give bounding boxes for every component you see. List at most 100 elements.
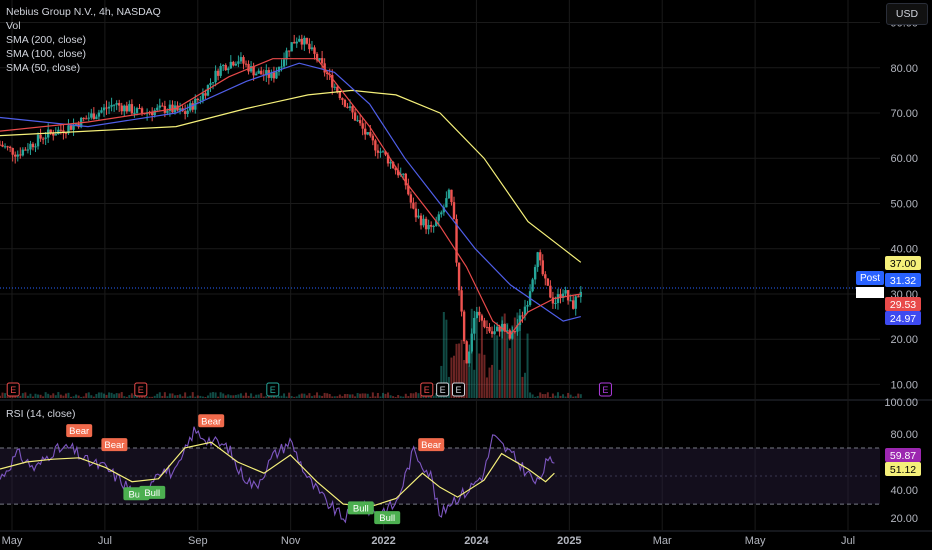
- candle-body: [506, 330, 509, 332]
- volume-bar: [579, 394, 582, 398]
- indicator-sma-50[interactable]: SMA (50, close): [6, 62, 81, 74]
- price-scale-labels: 37.00 31.32 29.53 24.97 Post 59.87 51.12: [856, 256, 921, 476]
- candle-body: [247, 63, 250, 72]
- volume-bar: [491, 364, 494, 398]
- candle-body: [376, 150, 380, 153]
- volume-bar: [412, 393, 415, 398]
- earnings-marker-label: E: [602, 385, 608, 395]
- candle-body: [531, 279, 534, 292]
- volume-bar: [133, 395, 136, 398]
- candle-body: [308, 43, 311, 50]
- volume-bar: [54, 395, 57, 398]
- candle-body: [417, 215, 420, 218]
- volume-bar: [397, 394, 400, 398]
- candle-body: [229, 61, 232, 69]
- indicator-sma-100[interactable]: SMA (100, close): [6, 48, 86, 60]
- earnings-marker[interactable]: E: [436, 382, 450, 397]
- candle-body: [577, 296, 580, 298]
- post-tag[interactable]: Post: [856, 271, 884, 298]
- volume-bar: [100, 392, 103, 398]
- currency-button[interactable]: USD: [886, 3, 928, 25]
- volume-bar: [503, 313, 506, 398]
- axes: 10.0020.0030.0040.0050.0060.0070.0080.00…: [2, 18, 918, 547]
- earnings-marker[interactable]: E: [598, 382, 612, 397]
- rsi-tick-label: 100.00: [884, 397, 918, 409]
- candle-body: [24, 149, 27, 151]
- symbol-title[interactable]: Nebius Group N.V., 4h, NASDAQ: [6, 6, 161, 18]
- candle-body: [249, 66, 253, 72]
- candle-body: [303, 37, 306, 45]
- volume-bar: [422, 396, 425, 398]
- volume-bar: [521, 376, 524, 398]
- time-tick-label: 2024: [464, 535, 489, 547]
- candle-body: [11, 148, 14, 155]
- earnings-marker-label: E: [10, 385, 16, 395]
- volume-bar: [234, 394, 237, 398]
- candle-body: [8, 146, 12, 149]
- volume-bar: [257, 394, 260, 398]
- bull-divergence-label: Bull: [374, 511, 401, 525]
- candle-body: [447, 189, 451, 199]
- candle-body: [0, 144, 2, 146]
- candle-body: [513, 331, 517, 333]
- candle-body: [85, 118, 88, 120]
- candle-body: [346, 106, 349, 108]
- volume-bar: [420, 395, 423, 398]
- candle-body: [204, 93, 207, 96]
- price-tick-label: 80.00: [890, 63, 918, 75]
- volume-bar: [37, 394, 40, 398]
- candle-body: [19, 154, 22, 156]
- rsi-tick-label: 20.00: [890, 513, 918, 525]
- volume-bar: [468, 365, 471, 398]
- earnings-marker[interactable]: E: [420, 382, 434, 397]
- earnings-marker[interactable]: E: [134, 382, 148, 397]
- volume-bar: [333, 396, 336, 398]
- bear-label-bg: [66, 424, 93, 438]
- volume-bar: [118, 393, 121, 398]
- indicator-volume[interactable]: Vol: [6, 20, 21, 32]
- candle-body: [44, 137, 47, 139]
- volume-bar: [407, 396, 410, 398]
- candle-body: [285, 50, 288, 60]
- candle-body: [120, 105, 123, 112]
- rsi-title[interactable]: RSI (14, close): [6, 408, 76, 420]
- volume-bar: [130, 393, 133, 398]
- sma-line: [0, 89, 582, 263]
- volume-bar: [31, 396, 34, 398]
- candle-body: [16, 154, 19, 157]
- candle-body: [125, 105, 129, 112]
- volume-bar: [513, 317, 516, 398]
- candle-body: [503, 323, 506, 332]
- candle-body: [374, 140, 377, 151]
- volume-bar: [47, 393, 50, 398]
- volume-bar: [87, 392, 90, 398]
- candle-body: [201, 93, 205, 100]
- candle-body: [556, 294, 560, 304]
- volume-bar: [229, 395, 232, 398]
- earnings-marker[interactable]: E: [266, 382, 280, 397]
- candle-body: [369, 132, 372, 136]
- volume-bar: [0, 395, 1, 398]
- volume-bar: [379, 396, 382, 398]
- candle-body: [300, 38, 304, 45]
- candle-body: [123, 105, 126, 112]
- volume-bar: [224, 395, 227, 398]
- volume-bar: [366, 393, 369, 398]
- candle-body: [315, 53, 319, 61]
- candle-body: [480, 315, 484, 321]
- earnings-marker[interactable]: E: [6, 382, 20, 397]
- volume-bar: [508, 348, 511, 398]
- price-tick-label: 60.00: [890, 153, 918, 165]
- volume-bar: [24, 392, 27, 398]
- indicator-sma-200[interactable]: SMA (200, close): [6, 34, 86, 46]
- volume-bar: [151, 396, 154, 398]
- volume-bar: [199, 395, 202, 398]
- earnings-marker[interactable]: E: [451, 382, 465, 397]
- volume-bar: [62, 395, 65, 398]
- volume-bar: [516, 312, 519, 398]
- candle-body: [82, 117, 85, 119]
- volume-bar: [105, 394, 108, 398]
- candle-body: [49, 129, 52, 133]
